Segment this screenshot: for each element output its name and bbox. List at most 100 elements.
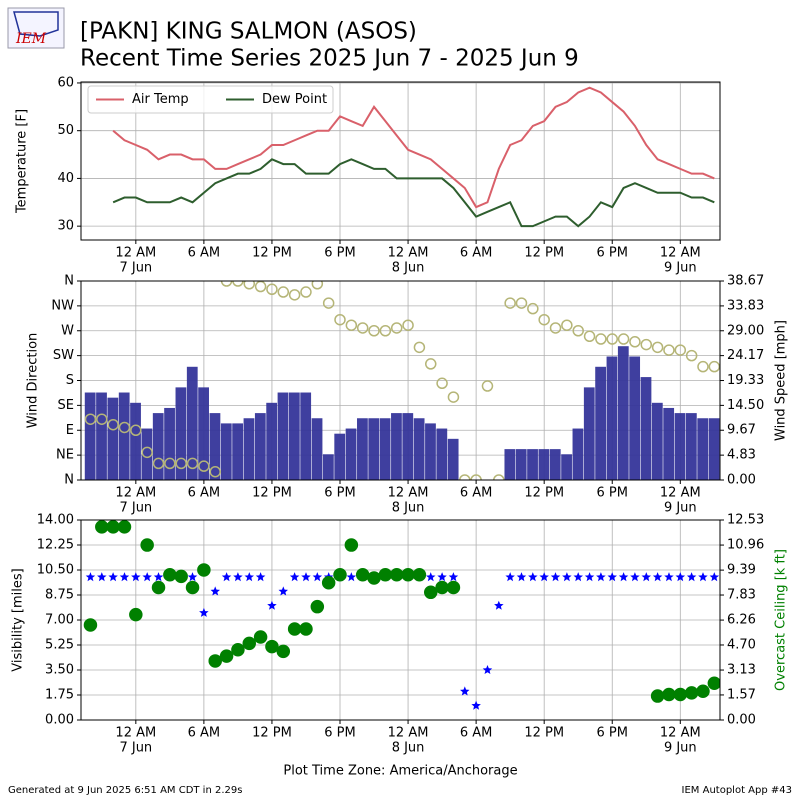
marker-circle — [684, 686, 699, 700]
marker-star — [686, 572, 697, 582]
y2-tick-label: 38.67 — [727, 274, 764, 289]
marker-circle — [231, 643, 245, 657]
plot-frame — [80, 280, 721, 481]
marker-circle — [287, 622, 302, 636]
y-tick-label: 10.50 — [37, 563, 74, 578]
bar — [368, 418, 380, 480]
y-tick-label: SE — [58, 398, 74, 413]
y-tick-label: 3.50 — [45, 663, 74, 678]
marker-circle — [96, 413, 108, 425]
bar — [606, 356, 618, 480]
marker-star — [278, 586, 288, 596]
marker-circle — [368, 325, 380, 337]
marker-star — [289, 572, 300, 582]
x-tick-label: 12 AM — [115, 726, 156, 741]
marker-circle — [276, 644, 291, 659]
marker-circle — [322, 297, 335, 309]
y2-axis-label: Overcast Ceiling [k ft] — [774, 549, 789, 691]
bar — [232, 423, 244, 480]
marker-star — [448, 572, 459, 582]
x-tick-label: 6 PM — [324, 486, 355, 501]
footer-right: IEM Autoplot App #43 — [682, 785, 792, 796]
bar — [84, 392, 96, 480]
marker-circle — [595, 333, 607, 345]
marker-star — [221, 572, 232, 582]
y-tick-label: N — [64, 473, 74, 488]
y-tick-label: 0.00 — [45, 713, 74, 728]
marker-star — [199, 607, 209, 617]
x-tick-label: 6 AM — [188, 486, 221, 501]
legend-box — [87, 85, 334, 114]
bar — [300, 392, 312, 480]
x-tick-label: 12 AM — [388, 246, 429, 261]
marker-circle — [344, 538, 359, 552]
marker-star — [108, 572, 118, 582]
marker-star — [301, 572, 311, 582]
marker-circle — [106, 520, 120, 534]
bar — [413, 418, 425, 480]
marker-circle — [651, 341, 664, 354]
marker-circle — [527, 302, 539, 315]
bar — [617, 346, 629, 480]
y-tick-label: NE — [56, 448, 74, 463]
marker-circle — [198, 460, 210, 472]
y2-tick-label: 14.50 — [727, 398, 764, 413]
bar — [515, 449, 527, 480]
marker-circle — [130, 424, 142, 436]
marker-star — [97, 572, 107, 582]
bar — [663, 407, 675, 480]
marker-circle — [685, 349, 698, 362]
x-date-label: 9 Jun — [664, 741, 697, 756]
x-date-label: 7 Jun — [119, 741, 152, 756]
y-tick-label: 1.75 — [45, 688, 74, 703]
y2-tick-label: 3.13 — [727, 663, 756, 678]
marker-circle — [277, 286, 290, 298]
x-tick-label: 12 AM — [388, 486, 429, 501]
x-tick-label: 6 AM — [188, 246, 221, 261]
bar — [288, 392, 300, 480]
marker-circle — [310, 599, 325, 614]
marker-circle — [243, 281, 256, 290]
bar — [322, 454, 334, 480]
marker-star — [460, 686, 470, 696]
marker-star — [426, 572, 436, 582]
y2-tick-label: 24.17 — [727, 348, 764, 363]
x-date-label: 9 Jun — [664, 261, 697, 276]
bar — [538, 449, 550, 480]
bar — [277, 392, 289, 480]
bar — [164, 407, 175, 480]
marker-circle — [84, 413, 97, 425]
y-tick-label: S — [66, 373, 74, 388]
marker-star — [607, 572, 617, 582]
plot-frame — [80, 519, 721, 721]
x-date-label: 7 Jun — [119, 501, 152, 516]
y-tick-label: 50 — [57, 123, 74, 138]
x-tick-label: 6 AM — [460, 246, 493, 261]
y-tick-label: 14.00 — [37, 513, 74, 528]
bar — [402, 413, 414, 480]
marker-star — [652, 572, 663, 582]
y2-tick-label: 33.83 — [727, 298, 764, 313]
marker-circle — [673, 687, 688, 702]
y2-tick-label: 29.00 — [727, 323, 764, 338]
marker-circle — [446, 580, 461, 595]
bar — [527, 449, 538, 480]
y2-tick-label: 9.39 — [727, 563, 756, 578]
marker-circle — [401, 567, 415, 582]
bar — [209, 413, 221, 480]
x-tick-label: 12 AM — [115, 246, 156, 261]
x-tick-label: 12 AM — [660, 246, 701, 261]
x-tick-label: 12 AM — [660, 726, 701, 741]
bar — [549, 449, 561, 480]
bar — [175, 387, 187, 480]
marker-star — [267, 600, 277, 610]
legend-label: Dew Point — [262, 92, 327, 107]
line — [112, 158, 715, 228]
marker-circle — [413, 341, 426, 354]
marker-circle — [356, 322, 369, 334]
y-tick-label: W — [61, 323, 74, 338]
x-tick-label: 12 PM — [524, 246, 564, 261]
y-axis-label: Wind Direction — [26, 333, 41, 429]
marker-circle — [232, 281, 244, 287]
